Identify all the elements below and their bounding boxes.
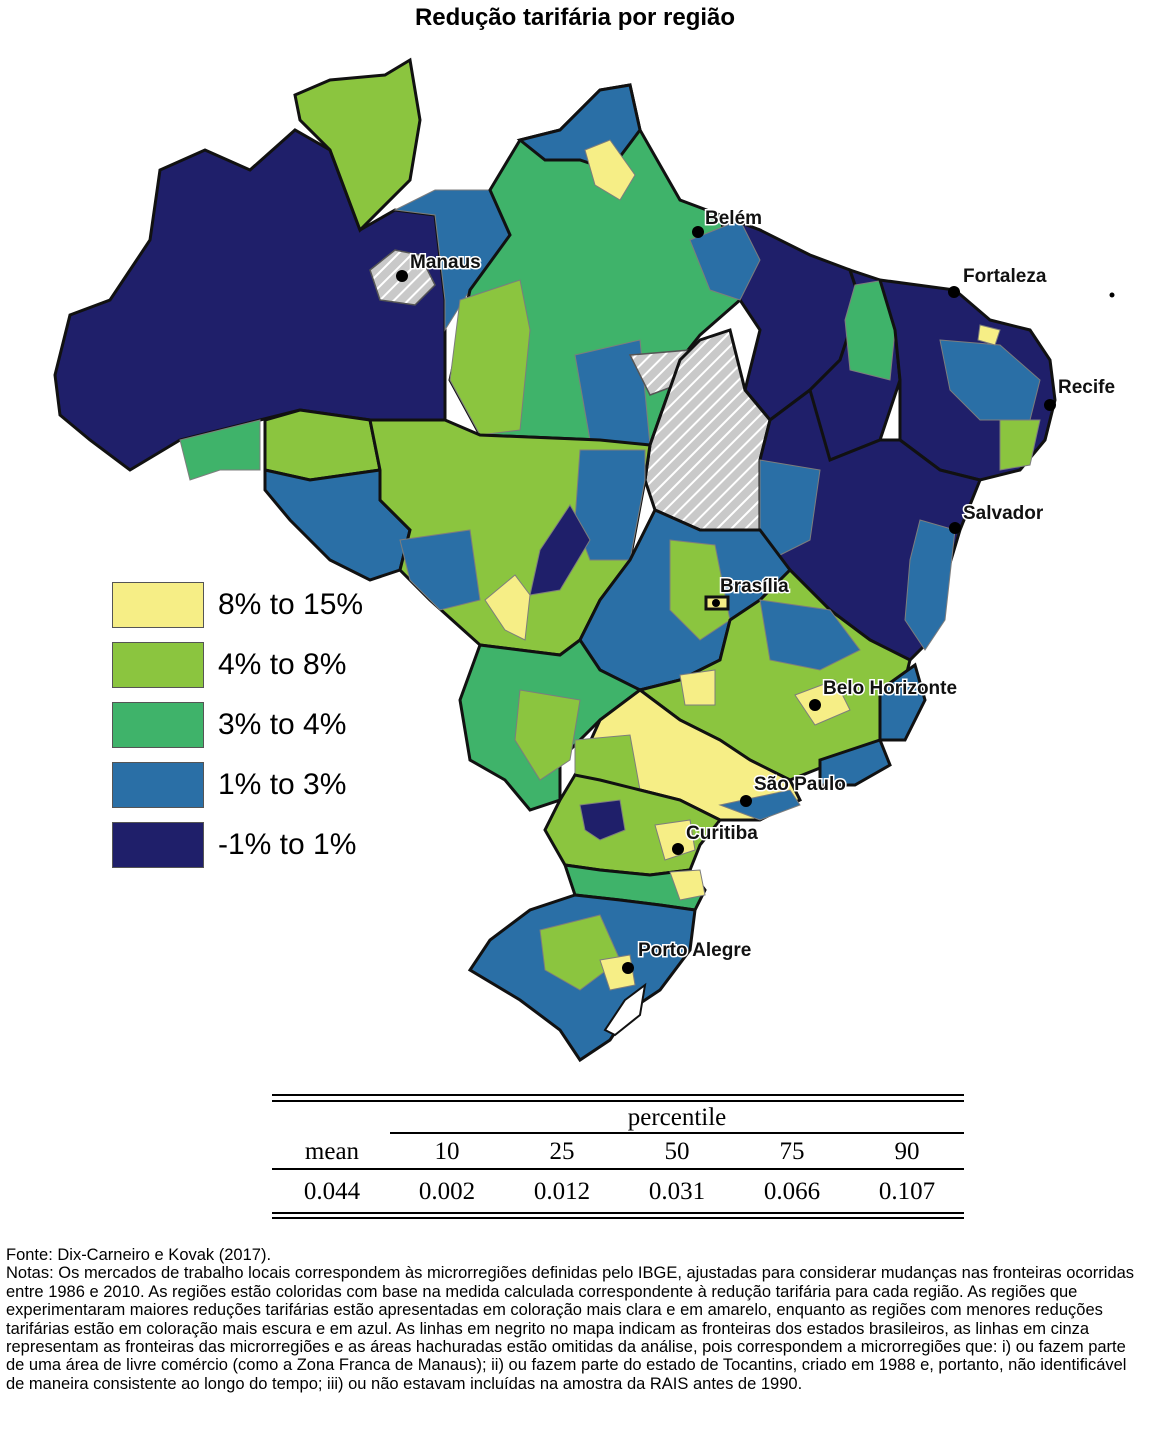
- city-marker-porto-alegre: [622, 962, 634, 974]
- mean-value: 0.044: [303, 1178, 361, 1205]
- region-mt-yellow: [484, 574, 531, 641]
- region-minas-blue-north: [759, 599, 861, 671]
- legend-swatch: [112, 822, 204, 868]
- legend-swatch: [112, 582, 204, 628]
- island-dot: [1109, 292, 1115, 298]
- city-marker-sao-paulo: [740, 795, 752, 807]
- percentile-table: percentile mean 10 25 50 75 90 0.044 0.0…: [272, 1090, 964, 1220]
- percentile-group-header: percentile: [627, 1104, 727, 1131]
- region-para-west: [449, 279, 531, 436]
- source-notes: Fonte: Dix-Carneiro e Kovak (2017). Nota…: [6, 1246, 1146, 1393]
- city-marker-curitiba: [672, 843, 684, 855]
- p25-header: 25: [549, 1138, 575, 1165]
- region-rs-green: [539, 914, 621, 991]
- p75-header: 75: [779, 1138, 805, 1165]
- city-label-sao-paulo: São Paulo: [754, 774, 846, 795]
- city-marker-belo-horizonte: [809, 699, 821, 711]
- region-acre: [263, 408, 382, 482]
- legend-label: 4% to 8%: [218, 648, 347, 681]
- region-es: [878, 662, 927, 742]
- p10-header: 10: [434, 1138, 460, 1165]
- city-label-salvador: Salvador: [963, 503, 1044, 524]
- p75-value: 0.066: [763, 1178, 821, 1205]
- city-label-manaus: Manaus: [410, 252, 481, 273]
- city-marker-belem: [692, 226, 704, 238]
- region-goias-green: [669, 539, 731, 641]
- region-sc-yellow: [669, 869, 706, 901]
- mean-header: mean: [304, 1138, 360, 1165]
- notes-text: Notas: Os mercados de trabalho locais co…: [6, 1264, 1135, 1393]
- region-parana-yellow: [654, 819, 696, 861]
- city-marker-salvador: [949, 522, 961, 534]
- legend-item: -1% to 1%: [112, 822, 412, 868]
- p10-value: 0.002: [418, 1178, 476, 1205]
- region-sp-blue-coast: [718, 789, 801, 821]
- brazil-tariff-map: Manaus Belém Fortaleza Recife Salvador B…: [53, 57, 1117, 1063]
- legend-swatch: [112, 642, 204, 688]
- region-roraima: [293, 57, 422, 233]
- legend-swatch: [112, 762, 204, 808]
- city-label-recife: Recife: [1058, 377, 1115, 398]
- city-marker-manaus: [396, 270, 408, 282]
- table-bottom-rule-2: [272, 1217, 964, 1219]
- legend-label: -1% to 1%: [218, 828, 357, 861]
- city-label-curitiba: Curitiba: [686, 823, 758, 844]
- city-markers: Manaus Belém Fortaleza Recife Salvador B…: [396, 207, 1117, 974]
- city-label-brasilia: Brasília: [720, 576, 789, 597]
- legend-item: 8% to 15%: [112, 582, 412, 628]
- city-label-fortaleza: Fortaleza: [963, 266, 1047, 287]
- region-rj: [818, 738, 892, 787]
- city-label-porto-alegre: Porto Alegre: [638, 940, 751, 961]
- region-rs-lagoon: [603, 982, 647, 1037]
- city-label-belo-horizonte: Belo Horizonte: [823, 678, 957, 699]
- city-marker-brasilia: [712, 599, 720, 607]
- region-ms-green: [514, 689, 581, 781]
- region-mt-navy: [529, 504, 591, 596]
- city-label-belem: Belém: [705, 208, 762, 229]
- table-mid-rule: [272, 1168, 964, 1170]
- source-text: Fonte: Dix-Carneiro e Kovak (2017).: [6, 1246, 272, 1264]
- region-mt-blue-west: [399, 529, 481, 611]
- p90-header: 90: [894, 1138, 920, 1165]
- legend-label: 1% to 3%: [218, 768, 347, 801]
- legend-swatch: [112, 702, 204, 748]
- city-marker-recife: [1044, 399, 1056, 411]
- region-ne-green-patch: [999, 419, 1041, 471]
- p25-value: 0.012: [533, 1178, 591, 1205]
- percentile-underline: [390, 1132, 964, 1134]
- legend-item: 3% to 4%: [112, 702, 412, 748]
- region-parana-navy: [579, 799, 626, 841]
- region-maranhao-blue: [689, 219, 761, 301]
- table-top-rule-2: [272, 1100, 964, 1102]
- p50-value: 0.031: [648, 1178, 706, 1205]
- p50-header: 50: [664, 1138, 690, 1165]
- legend-item: 4% to 8%: [112, 642, 412, 688]
- table-top-rule: [272, 1094, 964, 1096]
- region-amapa-yellow: [584, 139, 636, 201]
- region-amazonas-west-strip: [179, 419, 261, 481]
- p90-value: 0.107: [878, 1178, 936, 1205]
- region-ne-yellow-patch: [977, 324, 1001, 346]
- region-minas-yellow: [679, 669, 716, 706]
- region-minas-yellow-bh: [794, 679, 851, 726]
- legend-label: 3% to 4%: [218, 708, 347, 741]
- legend-label: 8% to 15%: [218, 588, 364, 621]
- table-bottom-rule: [272, 1212, 964, 1214]
- map-title: Redução tarifária por região: [414, 4, 736, 31]
- city-marker-fortaleza: [948, 286, 960, 298]
- region-bahia-blue-west: [759, 459, 821, 561]
- legend-item: 1% to 3%: [112, 762, 412, 808]
